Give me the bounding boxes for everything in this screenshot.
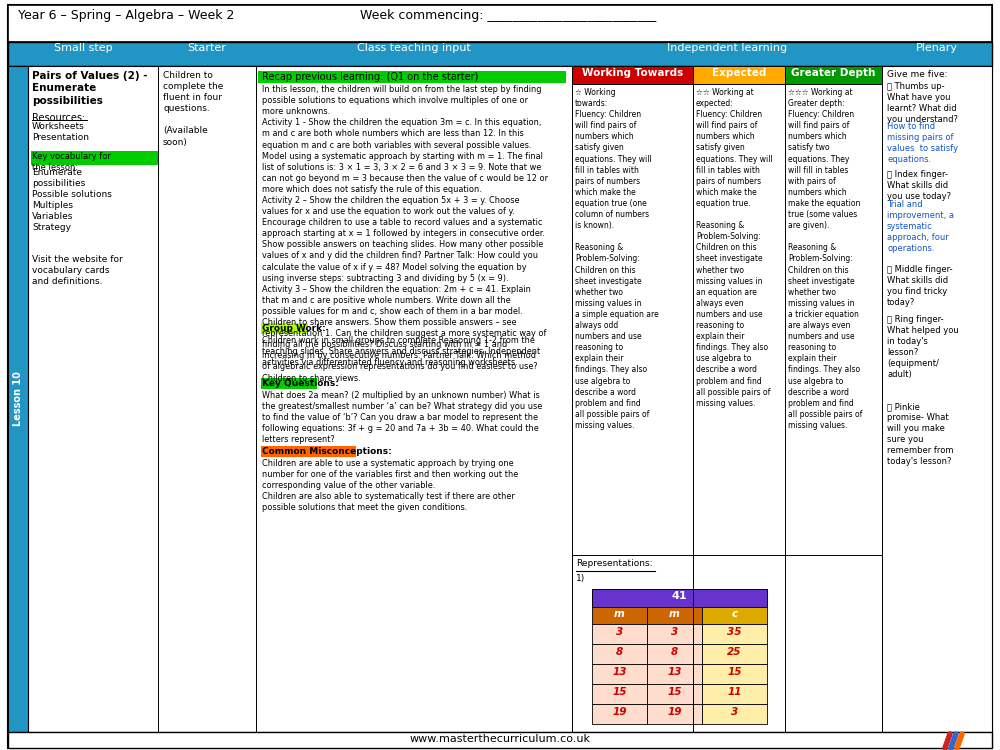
- Text: 13: 13: [612, 667, 627, 677]
- Bar: [592, 624, 647, 644]
- Bar: [702, 607, 767, 624]
- Bar: [592, 644, 647, 664]
- Bar: [261, 446, 356, 457]
- Text: Working Towards: Working Towards: [582, 68, 683, 78]
- Bar: [702, 684, 767, 704]
- Text: Recap previous learning: (Q1 on the starter): Recap previous learning: (Q1 on the star…: [262, 72, 478, 82]
- Bar: [8, 66, 28, 732]
- Text: Children to
complete the
fluent in four
questions.

(Available
soon): Children to complete the fluent in four …: [163, 71, 223, 146]
- Text: 15: 15: [667, 687, 682, 697]
- Text: In this lesson, the children will build on from the last step by finding
possibl: In this lesson, the children will build …: [262, 85, 548, 382]
- Text: ☆ Working
towards:
Fluency: Children
will find pairs of
numbers which
satisfy gi: ☆ Working towards: Fluency: Children wil…: [575, 88, 659, 430]
- Bar: [592, 607, 647, 624]
- Bar: [261, 378, 317, 389]
- Text: Starter: Starter: [188, 43, 226, 53]
- Text: m: m: [669, 609, 680, 619]
- Text: 8: 8: [671, 647, 678, 657]
- Text: ☆☆ Working at
expected:
Fluency: Children
will find pairs of
numbers which
satis: ☆☆ Working at expected: Fluency: Childre…: [696, 88, 773, 408]
- Bar: [647, 684, 702, 704]
- Text: 25: 25: [727, 647, 742, 657]
- Text: 🔥 Ring finger-
What helped you
in today's
lesson?
(equipment/
adult): 🔥 Ring finger- What helped you in today'…: [887, 315, 959, 380]
- Bar: [647, 607, 702, 624]
- Text: 🔥 Index finger-
What skills did
you use today?: 🔥 Index finger- What skills did you use …: [887, 170, 951, 201]
- Text: Resources:: Resources:: [32, 113, 85, 123]
- Text: 🔥 Middle finger-
What skills did
you find tricky
today?: 🔥 Middle finger- What skills did you fin…: [887, 265, 953, 308]
- Bar: [592, 684, 647, 704]
- Text: How to find
missing pairs of
values  to satisfy
equations.: How to find missing pairs of values to s…: [887, 122, 958, 164]
- Bar: [647, 704, 702, 724]
- Text: Pairs of Values (2) -
Enumerate
possibilities: Pairs of Values (2) - Enumerate possibil…: [32, 71, 148, 106]
- Text: Lesson 10: Lesson 10: [13, 371, 23, 427]
- Bar: [647, 624, 702, 644]
- Bar: [8, 732, 992, 748]
- Text: 13: 13: [667, 667, 682, 677]
- Text: 19: 19: [667, 707, 682, 717]
- Bar: [8, 42, 992, 66]
- Text: 41: 41: [672, 591, 687, 601]
- Text: www.masterthecurriculum.co.uk: www.masterthecurriculum.co.uk: [410, 734, 590, 744]
- Text: Small step: Small step: [54, 43, 112, 53]
- Text: Week commencing: ___________________________: Week commencing: _______________________…: [360, 9, 656, 22]
- Text: Enumerate
possibilities
Possible solutions
Multiples
Variables
Strategy: Enumerate possibilities Possible solutio…: [32, 168, 112, 232]
- Text: Children work in small groups to complete Reasoning 1-2 from the
teaching slides: Children work in small groups to complet…: [262, 336, 540, 368]
- Bar: [31, 151, 159, 165]
- Bar: [8, 5, 992, 42]
- Text: 3: 3: [731, 707, 738, 717]
- Bar: [702, 624, 767, 644]
- Text: Key Questions:: Key Questions:: [262, 379, 339, 388]
- Bar: [572, 66, 693, 84]
- Bar: [702, 664, 767, 684]
- Text: m: m: [614, 609, 625, 619]
- Bar: [592, 704, 647, 724]
- Text: 🔥 Pinkie
promise- What
will you make
sure you
remember from
today's lesson?: 🔥 Pinkie promise- What will you make sur…: [887, 402, 954, 466]
- Text: Expected: Expected: [712, 68, 766, 78]
- Text: 🔥 Thumbs up-
What have you
learnt? What did
you understand?: 🔥 Thumbs up- What have you learnt? What …: [887, 82, 958, 124]
- Text: 19: 19: [612, 707, 627, 717]
- Text: c: c: [731, 609, 738, 619]
- Text: Visit the website for
vocabulary cards
and definitions.: Visit the website for vocabulary cards a…: [32, 255, 123, 286]
- Text: Greater Depth: Greater Depth: [791, 68, 876, 78]
- Text: Key vocabulary for
the lesson:: Key vocabulary for the lesson:: [32, 152, 111, 172]
- Bar: [647, 644, 702, 664]
- Text: 15: 15: [727, 667, 742, 677]
- Text: Worksheets
Presentation: Worksheets Presentation: [32, 122, 89, 142]
- Bar: [693, 66, 785, 84]
- Text: Trial and
improvement, a
systematic
approach, four
operations.: Trial and improvement, a systematic appr…: [887, 200, 954, 254]
- Text: 8: 8: [616, 647, 623, 657]
- Bar: [785, 66, 882, 84]
- Text: 1): 1): [576, 574, 585, 583]
- Bar: [8, 66, 992, 732]
- Bar: [702, 644, 767, 664]
- Text: Group Work:: Group Work:: [262, 324, 326, 333]
- Bar: [702, 704, 767, 724]
- Text: Children are able to use a systematic approach by trying one
number for one of t: Children are able to use a systematic ap…: [262, 459, 518, 512]
- Text: 15: 15: [612, 687, 627, 697]
- Text: Year 6 – Spring – Algebra – Week 2: Year 6 – Spring – Algebra – Week 2: [18, 9, 234, 22]
- Text: Give me five:: Give me five:: [887, 70, 948, 79]
- Text: 3: 3: [671, 627, 678, 637]
- Text: Plenary: Plenary: [916, 43, 958, 53]
- Bar: [261, 323, 308, 334]
- Text: Class teaching input: Class teaching input: [357, 43, 471, 53]
- Bar: [592, 664, 647, 684]
- Bar: [647, 664, 702, 684]
- Text: Representations:: Representations:: [576, 559, 652, 568]
- Text: 11: 11: [727, 687, 742, 697]
- Bar: [258, 71, 566, 83]
- Text: 3: 3: [616, 627, 623, 637]
- Text: What does 2a mean? (2 multiplied by an unknown number) What is
the greatest/smal: What does 2a mean? (2 multiplied by an u…: [262, 391, 542, 445]
- Text: 35: 35: [727, 627, 742, 637]
- Bar: [592, 589, 767, 607]
- Text: ☆☆☆ Working at
Greater depth:
Fluency: Children
will find pairs of
numbers which: ☆☆☆ Working at Greater depth: Fluency: C…: [788, 88, 862, 430]
- Text: Common Misconceptions:: Common Misconceptions:: [262, 447, 392, 456]
- Text: Independent learning: Independent learning: [667, 43, 787, 53]
